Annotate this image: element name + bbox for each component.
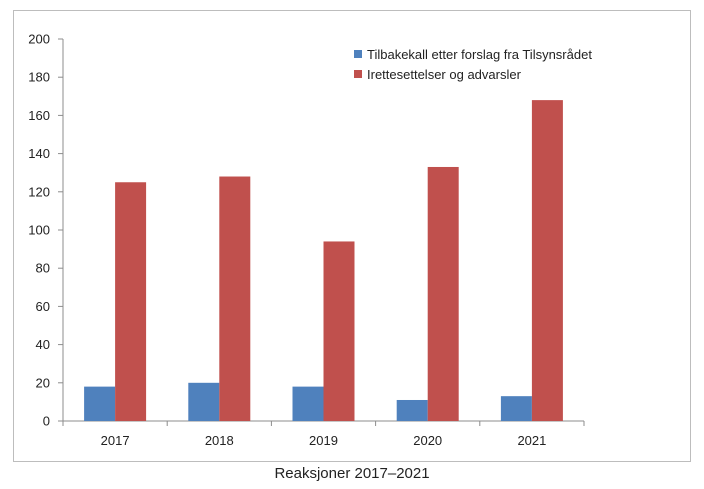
y-tick-label: 120: [28, 184, 50, 199]
y-tick-label: 40: [36, 337, 50, 352]
x-axis: 2017 2018 2019 2020 2021: [62, 420, 585, 448]
legend: Tilbakekall etter forslag fra Tilsynsråd…: [354, 47, 592, 82]
bar-irettesettelser-2017: [115, 182, 147, 421]
y-tick-label: 80: [36, 261, 50, 276]
y-tick-label: 200: [28, 32, 50, 47]
bar-irettesettelser-2018: [219, 176, 251, 421]
bar-tilbakekall-2019: [292, 386, 324, 421]
y-axis: 0 20 40 60 80 100 120 140 160 180 200: [28, 32, 64, 429]
bar-irettesettelser-2019: [323, 241, 355, 421]
x-tick-label: 2020: [413, 433, 442, 448]
bar-tilbakekall-2017: [84, 386, 116, 421]
legend-swatch: [354, 70, 362, 78]
y-tick-label: 100: [28, 223, 50, 238]
chart-caption: Reaksjoner 2017–2021: [274, 465, 430, 482]
bar-irettesettelser-2020: [427, 166, 459, 421]
legend-label: Tilbakekall etter forslag fra Tilsynsråd…: [367, 47, 592, 62]
x-tick-label: 2021: [517, 433, 546, 448]
y-tick-label: 20: [36, 375, 50, 390]
y-tick-label: 160: [28, 108, 50, 123]
bar-tilbakekall-2021: [500, 396, 532, 421]
y-tick-label: 0: [43, 414, 50, 429]
x-tick-label: 2018: [205, 433, 234, 448]
bar-tilbakekall-2020: [396, 399, 428, 421]
y-tick-label: 60: [36, 299, 50, 314]
bars: [84, 100, 563, 422]
legend-swatch: [354, 50, 362, 58]
legend-label: Irettesettelser og advarsler: [367, 67, 522, 82]
y-tick-label: 140: [28, 146, 50, 161]
y-tick-label: 180: [28, 70, 50, 85]
bar-irettesettelser-2021: [531, 100, 563, 422]
bar-tilbakekall-2018: [188, 382, 220, 421]
x-tick-label: 2019: [309, 433, 338, 448]
x-tick-label: 2017: [101, 433, 130, 448]
